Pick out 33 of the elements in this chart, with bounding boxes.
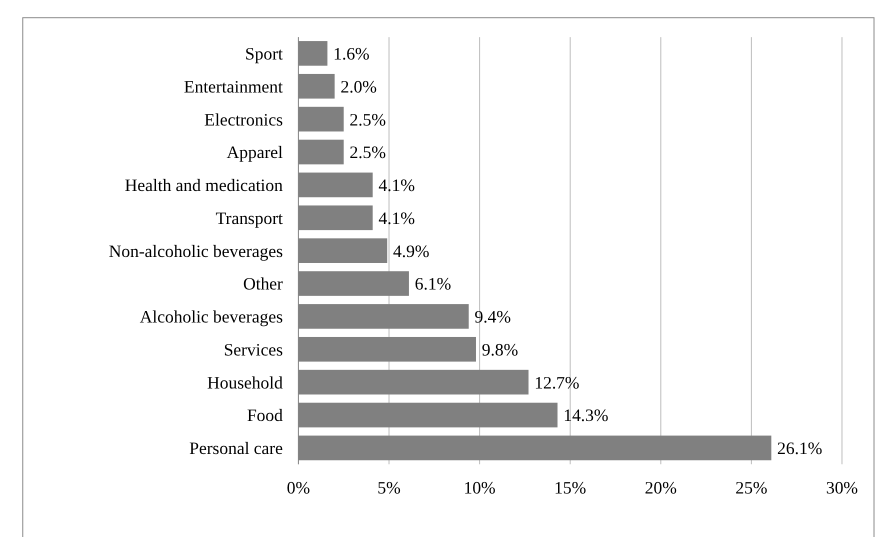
x-tick-label: 25% xyxy=(735,477,768,498)
x-tick-label: 30% xyxy=(826,477,858,498)
data-label: 12.7% xyxy=(534,372,580,392)
y-tick-label: Transport xyxy=(216,208,284,228)
y-tick-label: Services xyxy=(224,339,284,360)
y-tick-label: Personal care xyxy=(189,438,284,458)
y-tick-label: Alcoholic beverages xyxy=(140,306,284,327)
y-tick-label: Household xyxy=(207,372,284,392)
data-label: 1.6% xyxy=(333,44,370,64)
data-label: 9.8% xyxy=(482,339,518,360)
data-label: 2.0% xyxy=(340,76,377,96)
data-label: 4.1% xyxy=(378,175,415,196)
x-tick-label: 0% xyxy=(286,477,310,498)
y-tick-label: Electronics xyxy=(204,109,284,130)
y-tick-label: Health and medication xyxy=(124,175,284,196)
data-label: 9.4% xyxy=(474,306,511,327)
y-tick-label: Other xyxy=(243,274,284,294)
x-tick-label: 15% xyxy=(554,477,586,498)
y-tick-label: Apparel xyxy=(226,142,284,162)
y-tick-label: Entertainment xyxy=(184,76,284,96)
y-tick-label: Non-alcoholic beverages xyxy=(108,240,284,261)
data-label: 2.5% xyxy=(350,142,386,162)
y-tick-label: Sport xyxy=(245,44,284,64)
data-label: 14.3% xyxy=(563,405,608,426)
x-tick-label: 5% xyxy=(377,477,401,498)
y-tick-label: Food xyxy=(246,405,284,426)
x-tick-label: 20% xyxy=(644,477,677,498)
data-label: 6.1% xyxy=(414,274,452,294)
data-label: 26.1% xyxy=(777,438,822,458)
data-label: 4.1% xyxy=(378,208,415,228)
data-label: 2.5% xyxy=(350,109,386,130)
data-label: 4.9% xyxy=(393,240,430,261)
x-tick-label: 10% xyxy=(464,477,496,498)
